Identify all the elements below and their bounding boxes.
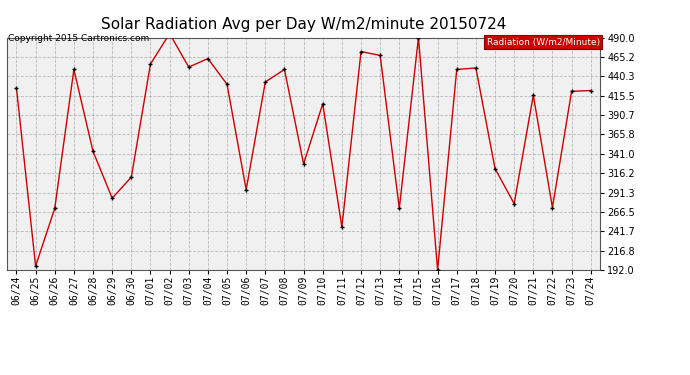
Point: [126, 174, 137, 180]
Point: [221, 81, 233, 87]
Point: [509, 201, 520, 207]
Point: [547, 205, 558, 211]
Point: [11, 85, 22, 91]
Point: [394, 206, 405, 212]
Point: [260, 79, 271, 85]
Point: [30, 263, 41, 269]
Point: [68, 66, 79, 72]
Point: [432, 267, 443, 273]
Point: [88, 148, 99, 154]
Point: [49, 206, 60, 212]
Point: [566, 88, 577, 94]
Point: [336, 224, 347, 230]
Point: [451, 66, 462, 72]
Point: [317, 101, 328, 107]
Point: [184, 64, 195, 70]
Point: [471, 65, 482, 71]
Point: [279, 66, 290, 72]
Point: [298, 161, 309, 167]
Point: [145, 61, 156, 67]
Point: [202, 56, 213, 62]
Text: Copyright 2015 Cartronics.com: Copyright 2015 Cartronics.com: [8, 34, 150, 43]
Point: [375, 53, 386, 58]
Point: [164, 31, 175, 37]
Point: [489, 166, 500, 172]
Text: Radiation (W/m2/Minute): Radiation (W/m2/Minute): [486, 38, 600, 46]
Point: [413, 34, 424, 40]
Point: [355, 48, 366, 54]
Point: [107, 195, 118, 201]
Point: [241, 187, 252, 193]
Point: [585, 87, 596, 93]
Point: [528, 92, 539, 98]
Text: Solar Radiation Avg per Day W/m2/minute 20150724: Solar Radiation Avg per Day W/m2/minute …: [101, 17, 506, 32]
